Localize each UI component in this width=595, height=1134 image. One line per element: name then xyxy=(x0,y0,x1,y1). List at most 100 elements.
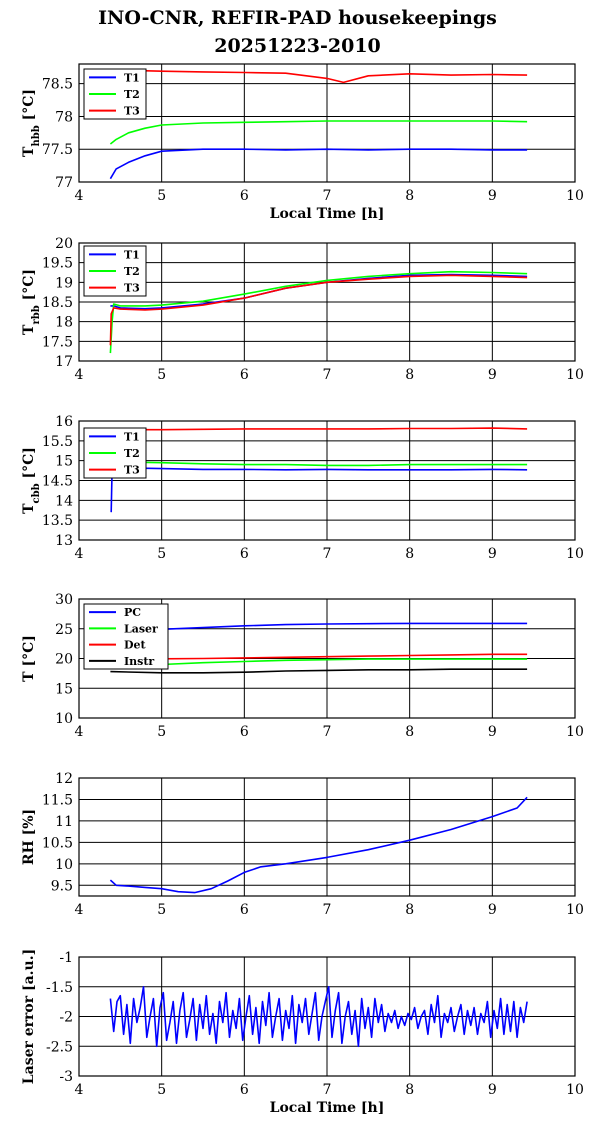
x-tick-label: 5 xyxy=(157,1082,166,1098)
plot-frame xyxy=(78,242,576,362)
x-tick-label: 9 xyxy=(488,546,497,562)
x-tick-label: 6 xyxy=(240,367,249,383)
x-tick-label: 10 xyxy=(566,902,584,918)
plot-panel-2: 4 5 6 7 8 9 10 17 17.5 18 18.5 19 19.5 20 T1 T2 T3 Trbb [… xyxy=(21,236,584,383)
legend: T1 T2 T3 xyxy=(83,68,147,120)
x-tick-label: 7 xyxy=(323,902,332,918)
y-tick-label: 15 xyxy=(55,454,73,470)
x-tick-label: 8 xyxy=(405,546,414,562)
series-line-t3 xyxy=(136,69,528,84)
series-line-t1 xyxy=(109,148,528,180)
x-tick-label: 7 xyxy=(323,546,332,562)
y-tick-label: 14.5 xyxy=(42,474,73,490)
y-tick-label: 14 xyxy=(55,493,73,509)
y-tick-label: 13.5 xyxy=(42,513,73,529)
y-tick-label: 19.5 xyxy=(42,256,73,272)
legend-label: Laser xyxy=(124,622,158,635)
series-line-t2 xyxy=(109,270,528,354)
chart-title-line2: 20251223-2010 xyxy=(214,35,381,57)
x-tick-label: 5 xyxy=(157,546,166,562)
x-tick-label: 4 xyxy=(75,1082,84,1098)
x-tick-label: 6 xyxy=(240,724,249,740)
x-tick-label: 7 xyxy=(323,367,332,383)
y-axis-label: Laser error [a.u.] xyxy=(21,949,37,1084)
series-line-t3 xyxy=(109,274,528,346)
y-tick-label: 25 xyxy=(55,622,73,638)
chart-title: INO-CNR, REFIR-PAD housekeepings 2025122… xyxy=(0,4,595,60)
x-axis-label: Local Time [h] xyxy=(270,1100,385,1116)
y-tick-label: 10.5 xyxy=(42,835,73,851)
x-tick-label: 9 xyxy=(488,188,497,204)
y-tick-label: 15.5 xyxy=(42,434,73,450)
plot-frame xyxy=(78,956,576,1077)
x-tick-label: 9 xyxy=(488,1082,497,1098)
y-tick-label: 20 xyxy=(55,236,73,252)
y-tick-label: -3 xyxy=(59,1069,73,1085)
plot-frame xyxy=(78,598,576,719)
x-tick-label: 8 xyxy=(405,188,414,204)
y-tick-label: 16 xyxy=(55,414,73,430)
y-tick-label: 17.5 xyxy=(42,334,73,350)
plot-frame xyxy=(78,420,576,541)
x-tick-label: 10 xyxy=(566,188,584,204)
y-tick-label: 77.5 xyxy=(42,142,73,158)
y-tick-label: 10 xyxy=(55,711,73,727)
x-tick-label: 4 xyxy=(75,724,84,740)
y-tick-label: 13 xyxy=(55,533,73,549)
x-tick-label: 9 xyxy=(488,367,497,383)
legend: T1 T2 T3 xyxy=(83,245,147,297)
legend-label: T1 xyxy=(124,430,140,443)
x-tick-label: 5 xyxy=(157,188,166,204)
x-tick-label: 8 xyxy=(405,902,414,918)
y-tick-label: 20 xyxy=(55,652,73,668)
x-tick-label: 10 xyxy=(566,367,584,383)
y-tick-label: -2.5 xyxy=(46,1039,73,1055)
series-line-t3 xyxy=(145,427,528,431)
x-tick-label: 5 xyxy=(157,902,166,918)
x-tick-label: 10 xyxy=(566,546,584,562)
x-tick-label: 8 xyxy=(405,1082,414,1098)
chart-title-line1: INO-CNR, REFIR-PAD housekeepings xyxy=(98,7,497,29)
plot-panel-3: 4 5 6 7 8 9 10 13 13.5 14 14.5 15 15.5 16 T1 T2 T3 Tcbb [… xyxy=(21,414,584,562)
legend-label: T3 xyxy=(124,105,140,118)
y-tick-label: -1 xyxy=(59,950,73,966)
y-tick-label: 78.5 xyxy=(42,77,73,93)
y-tick-label: 11.5 xyxy=(42,792,73,808)
series-line-t2 xyxy=(109,120,528,145)
x-tick-label: 4 xyxy=(75,188,84,204)
x-tick-label: 7 xyxy=(323,1082,332,1098)
series-line-t2 xyxy=(112,461,528,467)
series-line-t1 xyxy=(110,465,528,513)
x-tick-label: 6 xyxy=(240,1082,249,1098)
series-line-data xyxy=(109,796,528,894)
x-tick-label: 5 xyxy=(157,367,166,383)
y-tick-label: -2 xyxy=(59,1010,73,1026)
y-axis-label: Trbb [°C] xyxy=(21,269,42,335)
x-tick-label: 4 xyxy=(75,367,84,383)
y-tick-label: 12 xyxy=(55,771,73,787)
x-tick-label: 4 xyxy=(75,546,84,562)
x-tick-label: 7 xyxy=(323,188,332,204)
x-tick-label: 5 xyxy=(157,724,166,740)
legend-label: T2 xyxy=(124,88,140,101)
y-tick-label: 18.5 xyxy=(42,295,73,311)
y-axis-label: Thbb [°C] xyxy=(21,89,42,157)
x-tick-label: 6 xyxy=(240,902,249,918)
y-axis-label: Tcbb [°C] xyxy=(21,447,42,514)
x-tick-label: 6 xyxy=(240,546,249,562)
legend-label: T1 xyxy=(124,71,140,84)
plot-panel-6: 4 5 6 7 8 9 10 -3 -2.5 -2 -1.5 -1 Laser error [a.u.]… xyxy=(21,949,584,1116)
legend-label: Instr xyxy=(124,655,154,668)
y-tick-label: -1.5 xyxy=(46,980,73,996)
x-tick-label: 6 xyxy=(240,188,249,204)
legend-label: T2 xyxy=(124,447,140,460)
x-tick-label: 10 xyxy=(566,1082,584,1098)
plot-frame xyxy=(78,63,576,183)
series-line-pc xyxy=(110,622,528,634)
legend-label: T1 xyxy=(124,248,140,261)
y-tick-label: 17 xyxy=(55,354,73,370)
y-axis-label: RH [%] xyxy=(21,809,37,865)
x-tick-label: 4 xyxy=(75,902,84,918)
